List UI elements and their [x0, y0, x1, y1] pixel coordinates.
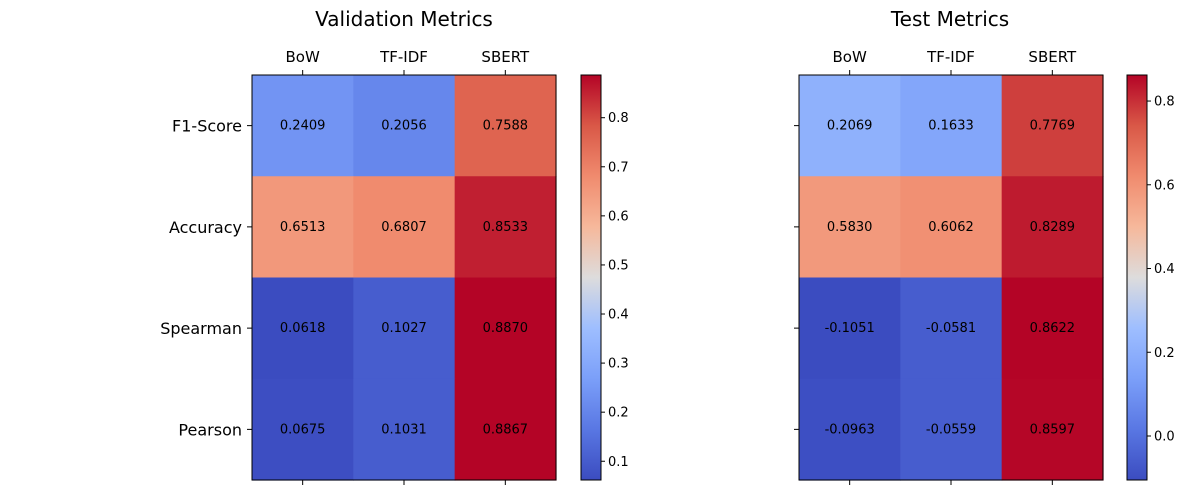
test-cell: [1001, 176, 1104, 279]
test-cell-label: 0.8622: [1030, 321, 1076, 336]
validation-colorbar-tick-label: 0.4: [608, 308, 629, 323]
validation-cell-label: 0.6513: [280, 220, 326, 235]
test-colorbar-tick-label: 0.6: [1154, 178, 1175, 193]
test-cell-label: -0.0581: [926, 321, 976, 336]
test-cell: [900, 378, 1003, 481]
test-cells: [799, 75, 1104, 481]
test-colorbar-gradient: [1126, 74, 1148, 481]
test-cell: [900, 277, 1003, 380]
test-cell-label: 0.2069: [827, 119, 873, 134]
test-cell: [799, 378, 901, 481]
test-cell: [799, 75, 901, 177]
test-row-ticks: [794, 125, 799, 430]
validation-cell: [252, 277, 354, 380]
test-column-label: BoW: [833, 48, 867, 66]
test-cell: [1001, 378, 1104, 481]
validation-cell: [454, 176, 557, 279]
test-column-label: SBERT: [1028, 48, 1077, 66]
validation-column-label: TF-IDF: [379, 48, 428, 66]
validation-cell-labels: 0.2409 0.2056 0.7588 0.6513 0.6807 0.8533 0.06…: [280, 119, 528, 438]
test-cell-label: -0.0559: [926, 422, 976, 437]
test-column-label: TF-IDF: [926, 48, 975, 66]
validation-cell-label: 0.8870: [483, 321, 529, 336]
validation-cell-label: 0.6807: [381, 220, 427, 235]
test-cell: [900, 75, 1003, 177]
validation-cells: [252, 75, 557, 481]
validation-cell: [353, 176, 456, 279]
validation-colorbar-gradient: [580, 74, 602, 481]
validation-column-ticks: BoW TF-IDF SBERT: [286, 48, 530, 485]
test-cell: [900, 176, 1003, 279]
validation-cell-label: 0.2409: [280, 119, 326, 134]
validation-cell: [454, 378, 557, 481]
test-panel: Test Metrics 0.2069 0.1633 0.7769 0.5830 0.6…: [794, 7, 1175, 485]
validation-cell-label: 0.7588: [483, 119, 529, 134]
validation-cell: [454, 75, 557, 177]
validation-colorbar-tick-label: 0.7: [608, 160, 629, 175]
validation-cell-label: 0.1031: [381, 422, 427, 437]
validation-cell: [353, 277, 456, 380]
test-colorbar-ticks: 0.0 0.2 0.4 0.6 0.8: [1147, 95, 1175, 444]
validation-cell: [252, 176, 354, 279]
validation-colorbar-tick-label: 0.8: [608, 111, 629, 126]
validation-column-label: SBERT: [481, 48, 530, 66]
validation-colorbar-tick-label: 0.3: [608, 357, 629, 372]
validation-row-label: F1-Score: [172, 117, 242, 136]
test-cell-label: -0.0963: [825, 422, 875, 437]
test-colorbar-tick-label: 0.8: [1154, 95, 1175, 110]
validation-colorbar: 0.1 0.2 0.3 0.4 0.5 0.6 0.7 0.8: [580, 74, 629, 481]
test-cell: [1001, 277, 1104, 380]
validation-cell: [252, 75, 354, 177]
test-cell-label: 0.1633: [928, 119, 974, 134]
validation-colorbar-tick-label: 0.2: [608, 406, 629, 421]
test-cell: [799, 277, 901, 380]
test-colorbar-tick-label: 0.2: [1154, 346, 1175, 361]
test-colorbar: 0.0 0.2 0.4 0.6 0.8: [1126, 74, 1175, 481]
validation-title: Validation Metrics: [315, 7, 493, 31]
validation-row-label: Spearman: [160, 319, 242, 338]
validation-cell-label: 0.2056: [381, 119, 427, 134]
test-cell: [1001, 75, 1104, 177]
validation-cell: [454, 277, 557, 380]
validation-column-label: BoW: [286, 48, 320, 66]
validation-cell: [353, 378, 456, 481]
validation-row-label: Pearson: [178, 420, 242, 439]
test-column-ticks: BoW TF-IDF SBERT: [833, 48, 1077, 485]
validation-cell: [252, 378, 354, 481]
test-cell: [799, 176, 901, 279]
validation-colorbar-tick-label: 0.6: [608, 209, 629, 224]
validation-cell: [353, 75, 456, 177]
validation-row-ticks: F1-Score Accuracy Spearman Pearson: [160, 117, 252, 439]
test-cell-label: 0.7769: [1030, 119, 1076, 134]
test-colorbar-tick-label: 0.0: [1154, 429, 1175, 444]
validation-cell-label: 0.8533: [483, 220, 529, 235]
test-cell-label: 0.5830: [827, 220, 873, 235]
validation-cell-label: 0.0675: [280, 422, 326, 437]
validation-panel: Validation Metrics 0.2409 0.2056 0.7588 0.6…: [160, 7, 629, 485]
validation-colorbar-ticks: 0.1 0.2 0.3 0.4 0.5 0.6 0.7 0.8: [601, 111, 629, 470]
test-cell-label: 0.6062: [928, 220, 974, 235]
validation-row-label: Accuracy: [169, 218, 242, 237]
validation-colorbar-tick-label: 0.5: [608, 258, 629, 273]
test-cell-label: -0.1051: [825, 321, 875, 336]
validation-colorbar-tick-label: 0.1: [608, 455, 629, 470]
validation-cell-label: 0.0618: [280, 321, 326, 336]
test-cell-labels: 0.2069 0.1633 0.7769 0.5830 0.6062 0.8289 -0.1…: [825, 119, 1076, 438]
test-title: Test Metrics: [890, 7, 1009, 31]
test-cell-label: 0.8597: [1030, 422, 1076, 437]
test-cell-label: 0.8289: [1030, 220, 1076, 235]
validation-cell-label: 0.8867: [483, 422, 529, 437]
validation-cell-label: 0.1027: [381, 321, 427, 336]
test-colorbar-tick-label: 0.4: [1154, 262, 1175, 277]
